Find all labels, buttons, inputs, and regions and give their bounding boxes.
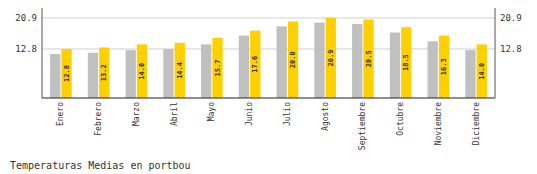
y-axis-line — [42, 8, 43, 98]
x-tick-label: Septiembre — [358, 102, 367, 150]
data-label: 20.0 — [289, 51, 297, 68]
bar — [352, 24, 362, 98]
bar — [439, 36, 449, 98]
x-tick-label: Mayo — [207, 102, 216, 121]
bar — [277, 26, 287, 98]
title: Temperaturas Medias en portbou — [10, 160, 191, 171]
bar — [477, 44, 487, 98]
bar — [288, 21, 298, 98]
bar — [99, 47, 109, 98]
grid-line — [42, 17, 495, 18]
bar — [326, 18, 336, 98]
x-tick-label: Junio — [245, 102, 254, 126]
data-label: 17.6 — [251, 56, 259, 73]
bar — [465, 50, 475, 98]
x-tick-label: Agosto — [321, 102, 330, 131]
grid-line — [42, 48, 495, 49]
data-label: 14.4 — [176, 62, 184, 79]
y-tick-label: 12.8 — [15, 44, 37, 54]
x-tick-label: Diciembre — [472, 102, 481, 146]
bar — [401, 27, 411, 98]
bar — [61, 49, 71, 98]
data-label: 13.2 — [100, 64, 108, 81]
bar — [314, 23, 324, 98]
bar — [137, 44, 147, 98]
bar — [363, 19, 373, 98]
y-tick-label: 20.9 — [15, 13, 37, 23]
chart: 12.8 20.9 12.8 20.9 12.8 13.2 14.0 14.4 15.7 17.6… — [0, 0, 537, 174]
bar — [212, 38, 222, 98]
data-label: 12.8 — [63, 65, 71, 82]
x-axis-line — [42, 97, 495, 98]
bar — [163, 49, 173, 98]
bar — [239, 36, 249, 98]
bar — [88, 53, 98, 98]
data-label: 14.0 — [138, 63, 146, 80]
y2-axis-line — [495, 8, 496, 98]
data-label: 18.5 — [402, 54, 410, 71]
data-label: 20.9 — [327, 50, 335, 67]
x-tick-label: Julio — [283, 102, 292, 126]
data-label: 15.7 — [214, 60, 222, 77]
x-tick-label: Marzo — [132, 102, 141, 126]
data-label: 20.5 — [365, 50, 373, 67]
bars — [50, 18, 487, 98]
bar — [390, 33, 400, 98]
bar — [201, 44, 211, 98]
y2-tick-label: 12.8 — [500, 44, 522, 54]
data-label: 14.0 — [478, 63, 486, 80]
bar — [250, 31, 260, 98]
x-tick-label: Octubre — [396, 102, 405, 136]
bar — [175, 43, 185, 98]
chart-container: 12.8 20.9 12.8 20.9 12.8 13.2 14.0 14.4 15.7 17.6… — [0, 0, 537, 174]
x-tick-label: Enero — [56, 102, 65, 126]
x-tick-label: Abril — [170, 102, 179, 126]
x-tick-label: Noviembre — [434, 102, 443, 146]
x-tick-label: Febrero — [94, 102, 103, 136]
y2-tick-label: 20.9 — [500, 13, 522, 23]
bar — [50, 54, 60, 98]
bar — [126, 50, 136, 98]
data-label: 16.3 — [440, 58, 448, 75]
bar — [428, 41, 438, 98]
